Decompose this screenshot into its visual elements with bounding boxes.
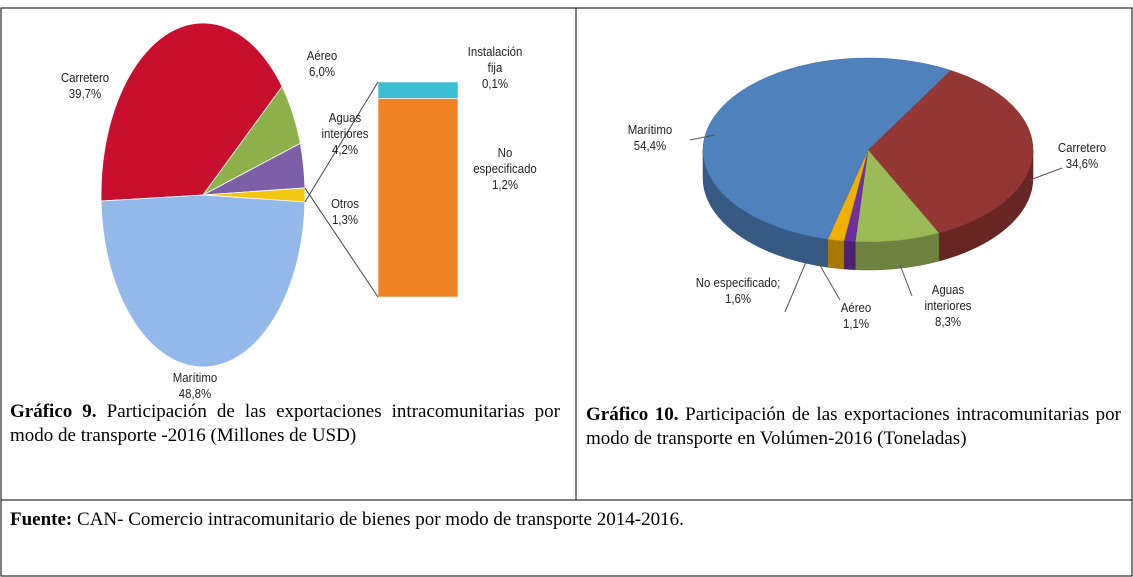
connector	[304, 187, 379, 298]
value-label: 1,3%	[331, 212, 359, 227]
pie-side	[827, 238, 845, 270]
source-text: CAN- Comercio intracomunitario de bienes…	[77, 509, 684, 530]
leader-line	[689, 134, 716, 141]
caption-9: Gráfico 9. Participación de las exportac…	[10, 400, 560, 448]
category-label: Aguas interiores	[321, 110, 369, 141]
leader-line	[1029, 167, 1063, 181]
caption-text: Participación de las exportaciones intra…	[586, 404, 1121, 449]
data-label: Marítimo 48,8%	[164, 370, 226, 402]
pie-side	[843, 240, 856, 270]
data-label: No especificado 1,2%	[470, 145, 540, 193]
value-label: 1,1%	[842, 316, 870, 331]
data-label: Aguas interiores 4,2%	[319, 110, 372, 158]
caption-text: Participación de las exportaciones intra…	[10, 401, 560, 446]
leader-line	[817, 261, 841, 301]
data-label: Otros 1,3%	[323, 196, 367, 228]
value-label: 8,3%	[934, 314, 962, 329]
leader-line	[899, 264, 913, 297]
value-label: 39,7%	[68, 86, 102, 101]
value-label: 6,0%	[308, 64, 336, 79]
value-label: 4,2%	[331, 142, 359, 157]
pie-slice	[867, 70, 1034, 234]
value-label: 0,1%	[481, 76, 509, 91]
category-label: Instalación fija	[467, 44, 523, 75]
source: Fuente: CAN- Comercio intracomunitario d…	[10, 508, 1120, 532]
category-label: Aéreo	[840, 300, 872, 315]
value-label: 54,4%	[633, 138, 667, 153]
table-border	[0, 7, 1133, 577]
data-label: Instalación fija 0,1%	[460, 44, 530, 92]
data-label: Carretero 39,7%	[45, 70, 124, 102]
value-label: 1,2%	[491, 177, 519, 192]
pie-slice	[100, 22, 283, 202]
category-label: Marítimo	[627, 122, 673, 137]
category-label: No especificado;	[695, 275, 781, 290]
category-label: Marítimo	[172, 370, 218, 385]
category-label: No especificado	[473, 145, 537, 176]
category-label: Aguas interiores	[924, 282, 972, 313]
source-label: Fuente:	[10, 509, 73, 530]
data-label: No especificado; 1,6%	[694, 275, 782, 307]
category-label: Otros	[331, 196, 359, 211]
data-label: Aéreo 1,1%	[830, 300, 883, 332]
category-label: Carretero	[60, 70, 110, 85]
pie-slice	[854, 149, 940, 243]
value-label: 1,6%	[724, 291, 752, 306]
data-label: Aguas interiores 8,3%	[913, 282, 983, 330]
connector	[304, 81, 379, 203]
caption-label: Gráfico 10.	[586, 404, 679, 425]
category-label: Carretero	[1057, 140, 1107, 155]
bar-segment	[377, 98, 459, 298]
pie-slice	[702, 57, 951, 240]
category-label: Aéreo	[306, 48, 338, 63]
data-label: Carretero 34,6%	[1047, 140, 1117, 172]
caption-label: Gráfico 9.	[10, 401, 97, 422]
value-label: 34,6%	[1065, 156, 1099, 171]
bar-segment	[377, 81, 459, 99]
pie-slice	[100, 194, 306, 368]
leader-line	[784, 261, 807, 313]
value-label: 48,8%	[178, 386, 212, 401]
caption-10: Gráfico 10. Participación de las exporta…	[586, 403, 1121, 451]
data-label: Marítimo 54,4%	[615, 122, 685, 154]
data-label: Aéreo 6,0%	[296, 48, 349, 80]
